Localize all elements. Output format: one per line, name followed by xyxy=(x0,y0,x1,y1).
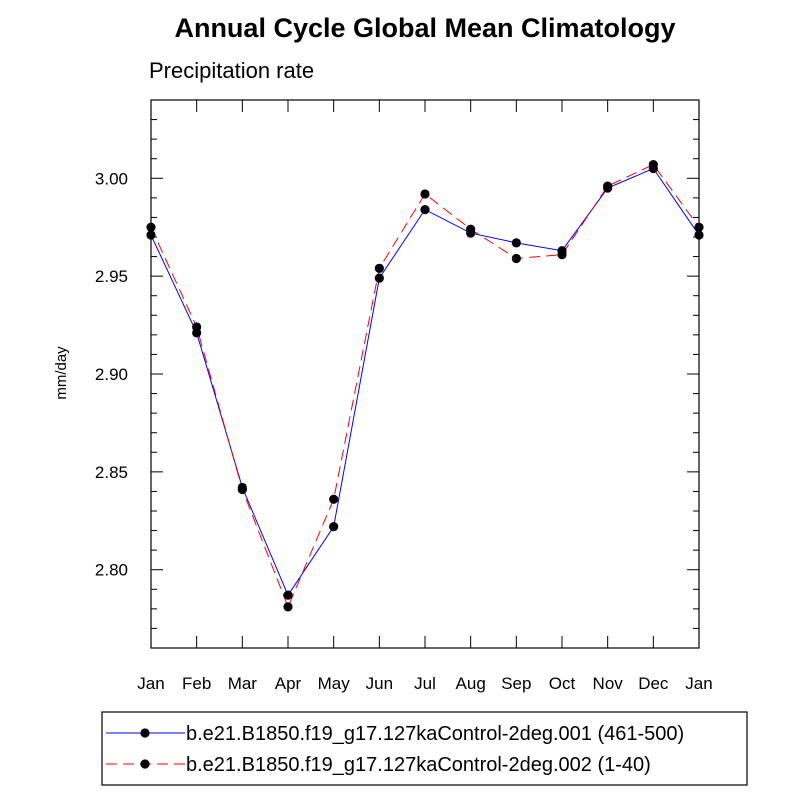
chart-subtitle: Precipitation rate xyxy=(149,58,314,83)
series-2-point xyxy=(192,322,202,332)
x-tick-label: Sep xyxy=(501,674,531,693)
legend-label-1: b.e21.B1850.f19_g17.127kaControl-2deg.00… xyxy=(186,723,684,745)
series-2-point xyxy=(557,250,567,260)
x-tick-label: Aug xyxy=(456,674,486,693)
series-1-point xyxy=(420,205,430,215)
x-tick-label: Feb xyxy=(182,674,211,693)
x-tick-label: Dec xyxy=(638,674,669,693)
x-tick-label: Mar xyxy=(228,674,258,693)
series-1-point xyxy=(329,522,339,532)
series-2-point xyxy=(420,189,430,199)
series-1-point xyxy=(283,590,293,600)
series-line-2 xyxy=(150,163,700,609)
legend-marker-2 xyxy=(140,759,150,769)
series-1-point xyxy=(511,238,521,248)
series-2-point xyxy=(283,602,293,612)
x-tick-label: Jul xyxy=(414,674,436,693)
legend-box xyxy=(101,711,748,786)
series-2-point xyxy=(511,253,521,264)
series-1-point xyxy=(374,273,384,283)
series-1-point xyxy=(694,230,704,240)
legend-label-2: b.e21.B1850.f19_g17.127kaControl-2deg.00… xyxy=(186,754,651,776)
x-tick-labels: Jan Feb Mar Apr May Jun Jul Aug Sep Oct Nov Dec Jan xyxy=(137,674,712,693)
series-2-point xyxy=(694,222,704,232)
y-tick-label: 2.80 xyxy=(95,561,128,580)
series-2-point xyxy=(329,494,339,504)
series-2-point xyxy=(237,484,247,495)
legend: b.e21.B1850.f19_g17.127kaControl-2deg.00… xyxy=(101,711,748,786)
series-2-point xyxy=(374,263,384,273)
series-2-point xyxy=(648,159,658,170)
series-2-point xyxy=(603,181,613,191)
y-tick-label: 2.95 xyxy=(95,267,128,286)
legend-marker-1 xyxy=(140,728,150,738)
x-tick-label: Apr xyxy=(275,674,302,693)
y-tick-labels: 2.80 2.85 2.90 2.95 3.00 xyxy=(95,169,128,579)
x-tick-label: Jun xyxy=(366,674,393,693)
series-group xyxy=(146,159,704,612)
series-2-point xyxy=(466,224,476,234)
x-tick-label: May xyxy=(318,674,351,693)
y-tick-label: 2.90 xyxy=(95,365,128,384)
series-2-point xyxy=(146,222,156,232)
x-tick-label: Nov xyxy=(593,674,624,693)
y-axis-label: mm/day xyxy=(53,346,70,400)
axis-ticks xyxy=(150,100,700,648)
series-1-point xyxy=(146,230,156,240)
x-tick-label: Oct xyxy=(549,674,576,693)
series-line-1 xyxy=(150,167,700,597)
chart-title: Annual Cycle Global Mean Climatology xyxy=(174,13,675,43)
y-tick-label: 3.00 xyxy=(95,169,128,188)
x-tick-label: Jan xyxy=(137,674,164,693)
x-tick-label: Jan xyxy=(685,674,712,693)
y-tick-label: 2.85 xyxy=(95,463,128,482)
